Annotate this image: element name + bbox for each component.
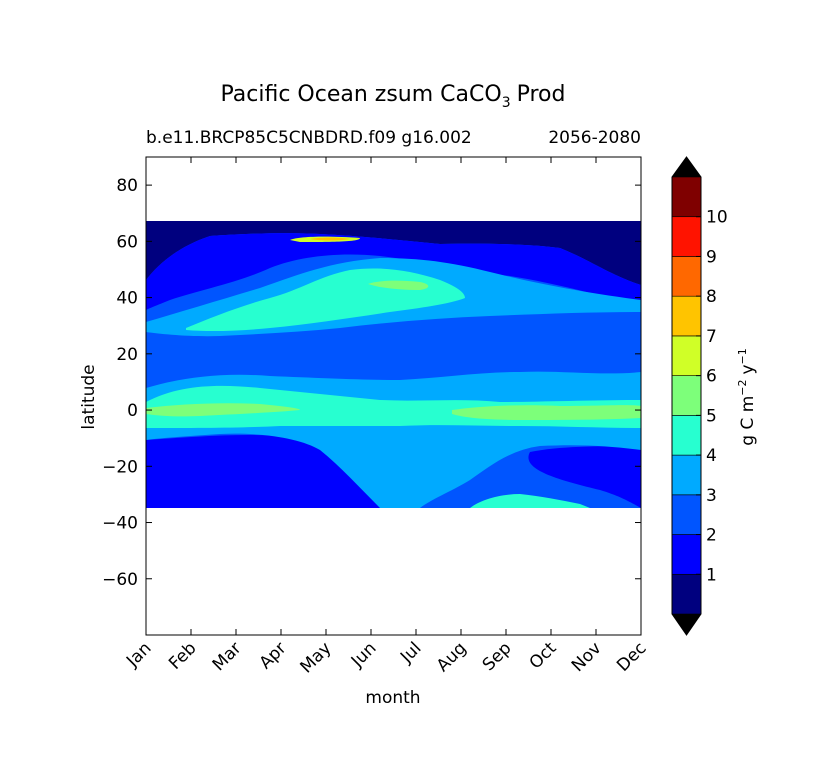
y-axis-label: latitude	[79, 364, 99, 429]
colorbar-segment	[671, 534, 702, 575]
x-tick-label: Jan	[122, 638, 155, 671]
colorbar-under-triangle	[672, 614, 701, 635]
y-tick-label: −20	[102, 457, 138, 477]
contour-level-1-south	[146, 434, 420, 508]
colorbar-tick-label: 6	[706, 367, 717, 387]
colorbar-over-triangle	[672, 157, 701, 177]
y-tick-label: 40	[116, 289, 138, 309]
colorbar-segment	[671, 573, 702, 615]
x-tick-label: Jul	[396, 638, 425, 667]
x-tick-label: Jun	[347, 638, 381, 672]
x-tick-label: Mar	[209, 638, 246, 675]
colorbar-tick-label: 4	[706, 446, 717, 466]
colorbar-tick-label: 10	[706, 208, 728, 228]
colorbar-tick-label: 7	[706, 327, 717, 347]
x-tick-label: Dec	[613, 638, 650, 675]
contour-level-1-south-east	[528, 446, 641, 508]
x-tick-label: May	[297, 638, 336, 677]
y-tick-label: 60	[116, 232, 138, 252]
colorbar-segment	[671, 494, 702, 535]
y-tick-label: 20	[116, 345, 138, 365]
contour-level-5-equator-west	[146, 403, 300, 417]
colorbar-tick-label: 2	[706, 526, 717, 546]
contour-level-5-north	[368, 280, 429, 290]
y-tick-label: −40	[102, 514, 138, 534]
y-tick-label: 0	[127, 401, 138, 421]
x-tick-label: Aug	[433, 638, 471, 676]
contour-level-4-south	[470, 494, 590, 508]
x-axis-label: month	[365, 688, 420, 708]
chart-subtitle-right: 2056-2080	[548, 128, 641, 148]
colorbar-segment	[671, 415, 702, 456]
colorbar-segment	[671, 176, 702, 218]
colorbar-tick-label: 1	[706, 565, 717, 585]
colorbar-segment	[671, 216, 702, 257]
contour-level-0-north	[146, 221, 641, 285]
colorbar-segment	[671, 256, 702, 297]
x-tick-label: Nov	[568, 638, 606, 676]
colorbar-segment	[671, 295, 702, 337]
colorbar-tick-label: 8	[706, 287, 717, 307]
contour-level-5-equator-east	[452, 405, 641, 420]
x-tick-label: Apr	[256, 638, 291, 673]
y-tick-label: 80	[116, 176, 138, 196]
x-tick-label: Sep	[479, 638, 516, 675]
contour-field	[146, 221, 641, 508]
colorbar-tick-label: 3	[706, 486, 717, 506]
chart-title: Pacific Ocean zsum CaCO3 Prod	[221, 82, 566, 111]
colorbar-segment	[671, 454, 702, 496]
x-tick-label: Feb	[165, 638, 200, 673]
colorbar-segment	[671, 335, 702, 376]
contour-level-1-north	[146, 233, 641, 310]
plot-frame	[145, 156, 642, 636]
colorbar-label: g C m−2y−1	[736, 348, 758, 446]
colorbar-tick-label: 5	[706, 406, 717, 426]
y-tick-label: −60	[102, 570, 138, 590]
chart-subtitle-left: b.e11.BRCP85C5CNBDRD.f09 g16.002	[146, 128, 472, 148]
colorbar-tick-label: 9	[706, 247, 717, 267]
y-axis: 80 60 40 20 0 −20 −40 −60	[102, 176, 641, 590]
colorbar: 1 2 3 4 5 6 7 8 9 10	[671, 156, 728, 636]
x-tick-label: Oct	[526, 638, 561, 673]
colorbar-outline	[671, 156, 702, 636]
colorbar-segment	[671, 375, 702, 416]
contour-level-7-spot	[310, 237, 350, 241]
